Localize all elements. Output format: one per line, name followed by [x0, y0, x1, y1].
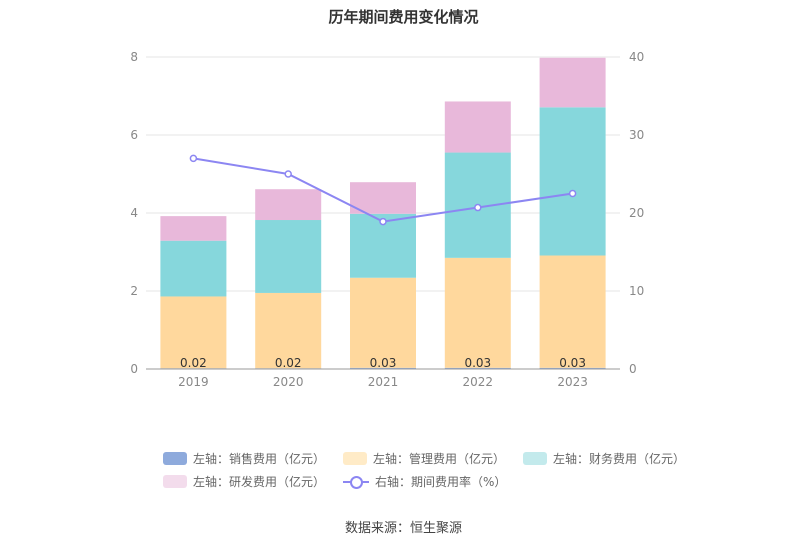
- legend-label-admin: 左轴：管理费用（亿元）: [373, 452, 506, 466]
- bar-data-label: 0.02: [275, 356, 302, 370]
- bar-data-label: 0.03: [370, 356, 397, 370]
- expense-ratio-point: [284, 170, 292, 178]
- bar-segment-rnd: [539, 57, 606, 108]
- x-axis-tick-label: 2023: [557, 375, 588, 389]
- expense-ratio-point: [379, 217, 387, 226]
- bar-segment-admin: [539, 255, 606, 368]
- right-axis-tick-label: 40: [629, 50, 644, 64]
- bar-data-label: 0.02: [180, 356, 207, 370]
- bar-segment-sales: [444, 367, 511, 369]
- left-axis-tick-label: 8: [130, 50, 138, 64]
- bar-segment-rnd: [160, 216, 227, 241]
- left-axis-tick-label: 2: [130, 284, 138, 298]
- legend-swatch-sales: [163, 452, 187, 465]
- legend-item-sales[interactable]: 左轴：销售费用（亿元）: [163, 450, 325, 467]
- left-axis-tick-label: 6: [130, 128, 138, 142]
- bar-segment-admin: [350, 277, 416, 368]
- bar-segment-admin: [160, 296, 227, 369]
- data-source: 数据来源：恒生聚源: [344, 521, 462, 536]
- bar-data-label: 0.03: [559, 356, 586, 370]
- chart-title: 历年期间费用变化情况: [328, 8, 479, 26]
- x-axis-tick-label: 2022: [463, 375, 494, 389]
- right-axis-tick-label: 30: [629, 128, 644, 142]
- bar-segment-sales: [539, 367, 606, 369]
- bar-segment-admin: [444, 257, 511, 368]
- expense-ratio-point: [568, 189, 577, 198]
- expense-ratio-point: [474, 203, 482, 212]
- right-axis-tick-label: 10: [629, 284, 644, 298]
- legend-item-finance[interactable]: 左轴：财务费用（亿元）: [523, 450, 685, 467]
- bar-layer: [160, 57, 606, 369]
- x-axis-tick-label: 2021: [368, 375, 399, 389]
- legend-label-sales: 左轴：销售费用（亿元）: [193, 452, 326, 466]
- left-axis-tick-label: 4: [130, 206, 138, 220]
- legend-item-expense-ratio[interactable]: 右轴：期间费用率（%）: [343, 473, 506, 490]
- bar-segment-rnd: [444, 101, 511, 153]
- bar-segment-rnd: [350, 182, 416, 214]
- bar-segment-finance: [255, 220, 322, 293]
- legend-line-marker-icon: [343, 475, 370, 489]
- legend-label-finance: 左轴：财务费用（亿元）: [553, 452, 686, 466]
- line-layer: [189, 154, 577, 226]
- right-axis-tick-label: 0: [629, 362, 637, 376]
- x-axis-tick-label: 2020: [273, 375, 304, 389]
- legend-swatch-rnd: [163, 475, 187, 488]
- bar-segment-finance: [539, 107, 606, 256]
- bar-segment-sales: [350, 367, 416, 369]
- bar-segment-admin: [255, 292, 322, 369]
- legend-swatch-admin: [343, 452, 368, 465]
- legend-item-admin[interactable]: 左轴：管理费用（亿元）: [343, 450, 505, 467]
- legend-row-1: 左轴：销售费用（亿元） 左轴：管理费用（亿元） 左轴：财务费用（亿元）: [163, 450, 685, 467]
- expense-ratio-point: [189, 154, 198, 163]
- x-axis-tick-label: 2019: [178, 375, 209, 389]
- legend-label-expense-ratio: 右轴：期间费用率（%）: [375, 475, 507, 489]
- right-axis-tick-label: 20: [629, 206, 644, 220]
- bar-segment-rnd: [255, 189, 322, 221]
- legend-row-2: 左轴：研发费用（亿元） 右轴：期间费用率（%）: [163, 473, 506, 490]
- label-layer: 0.02 0.02 0.03 0.03 0.03: [180, 356, 586, 370]
- legend-swatch-finance: [523, 452, 548, 465]
- left-axis-tick-label: 0: [130, 362, 138, 376]
- bar-segment-finance: [160, 240, 227, 297]
- legend-item-rnd[interactable]: 左轴：研发费用（亿元）: [163, 473, 325, 490]
- axis-layer: 0 2 4 6 8 0 10 20 30 40 2019 2020 2021 2022 2023: [130, 50, 644, 389]
- bar-data-label: 0.03: [464, 356, 491, 370]
- legend-label-rnd: 左轴：研发费用（亿元）: [193, 475, 326, 489]
